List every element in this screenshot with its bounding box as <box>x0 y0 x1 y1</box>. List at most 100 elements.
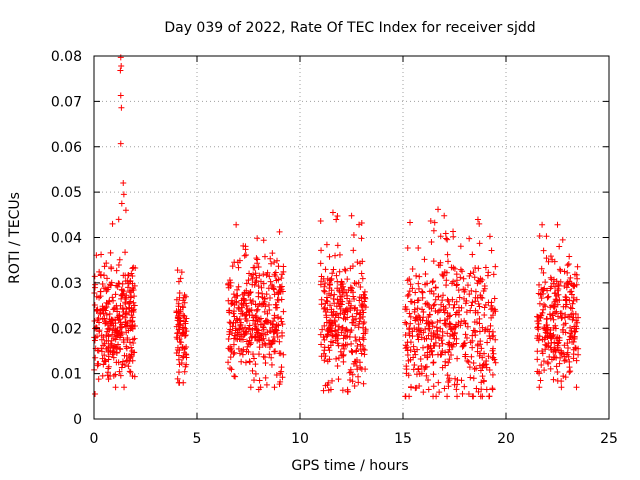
data-point <box>353 337 360 344</box>
data-point <box>175 326 182 333</box>
data-point <box>117 92 124 99</box>
data-point <box>91 273 98 280</box>
data-point <box>488 299 495 306</box>
data-point <box>471 366 478 373</box>
data-point <box>561 268 568 275</box>
data-point <box>334 335 341 342</box>
data-point <box>430 383 437 390</box>
data-point <box>326 347 333 354</box>
data-point <box>234 286 241 293</box>
data-point <box>257 321 264 328</box>
data-point <box>543 316 550 323</box>
data-point <box>353 280 360 287</box>
y-tick-labels: 0 0.01 0.02 0.03 0.04 0.05 0.06 0.07 0.08 <box>51 49 82 428</box>
data-point <box>453 271 460 278</box>
data-point <box>481 312 488 319</box>
data-point <box>235 283 242 290</box>
data-point <box>435 206 442 213</box>
data-point <box>344 276 351 283</box>
data-point <box>444 393 451 400</box>
data-point <box>444 236 451 243</box>
data-point <box>270 283 277 290</box>
x-tick-labels: 0 5 10 15 20 25 <box>90 431 618 447</box>
data-point <box>430 371 437 378</box>
data-point <box>317 331 324 338</box>
data-point <box>238 310 245 317</box>
data-point <box>404 277 411 284</box>
data-point <box>233 316 240 323</box>
data-point <box>445 341 452 348</box>
data-point <box>327 342 334 349</box>
data-point <box>474 341 481 348</box>
data-point <box>575 351 582 358</box>
data-point <box>108 264 115 271</box>
data-point <box>175 379 182 386</box>
data-point <box>263 272 270 279</box>
data-point <box>419 289 426 296</box>
data-point <box>326 290 333 297</box>
data-point <box>130 299 137 306</box>
data-point <box>433 324 440 331</box>
data-point <box>559 314 566 321</box>
data-point <box>247 289 254 296</box>
data-point <box>274 304 281 311</box>
data-point <box>362 295 369 302</box>
data-point <box>354 259 361 266</box>
data-point <box>439 347 446 354</box>
data-point <box>278 283 285 290</box>
data-point <box>244 343 251 350</box>
data-point <box>452 375 459 382</box>
data-point <box>439 340 446 347</box>
data-point <box>470 375 477 382</box>
y-tick-label: 0.08 <box>51 49 82 65</box>
data-point <box>540 247 547 254</box>
data-point <box>100 361 107 368</box>
data-point <box>334 296 341 303</box>
data-point <box>274 314 281 321</box>
data-point <box>552 322 559 329</box>
data-point <box>406 310 413 317</box>
data-point <box>571 323 578 330</box>
data-point <box>260 353 267 360</box>
data-point <box>342 307 349 314</box>
data-point <box>535 317 542 324</box>
data-point <box>415 312 422 319</box>
data-point <box>230 335 237 342</box>
data-point <box>542 303 549 310</box>
data-point <box>237 319 244 326</box>
data-point <box>257 278 264 285</box>
data-point <box>568 327 575 334</box>
data-point <box>444 330 451 337</box>
data-point <box>117 346 124 353</box>
data-point <box>255 263 262 270</box>
data-point <box>564 349 571 356</box>
data-point <box>334 363 341 370</box>
data-point <box>534 356 541 363</box>
data-point <box>447 312 454 319</box>
data-point <box>553 363 560 370</box>
data-point <box>100 285 107 292</box>
data-point <box>479 354 486 361</box>
data-point <box>407 281 414 288</box>
data-point <box>472 294 479 301</box>
data-point <box>450 304 457 311</box>
data-point <box>102 320 109 327</box>
data-point <box>479 393 486 400</box>
data-point <box>359 334 366 341</box>
data-point <box>402 393 409 400</box>
data-point <box>337 281 344 288</box>
data-point <box>571 329 578 336</box>
data-point <box>115 216 122 223</box>
data-point <box>446 301 453 308</box>
data-point <box>103 303 110 310</box>
x-tick-label: 5 <box>193 431 202 447</box>
data-point <box>254 260 261 267</box>
data-point <box>128 351 135 358</box>
data-point <box>450 228 457 235</box>
data-point <box>476 315 483 322</box>
data-point <box>453 340 460 347</box>
data-point <box>432 284 439 291</box>
data-point <box>228 301 235 308</box>
data-point <box>415 336 422 343</box>
data-point <box>423 363 430 370</box>
